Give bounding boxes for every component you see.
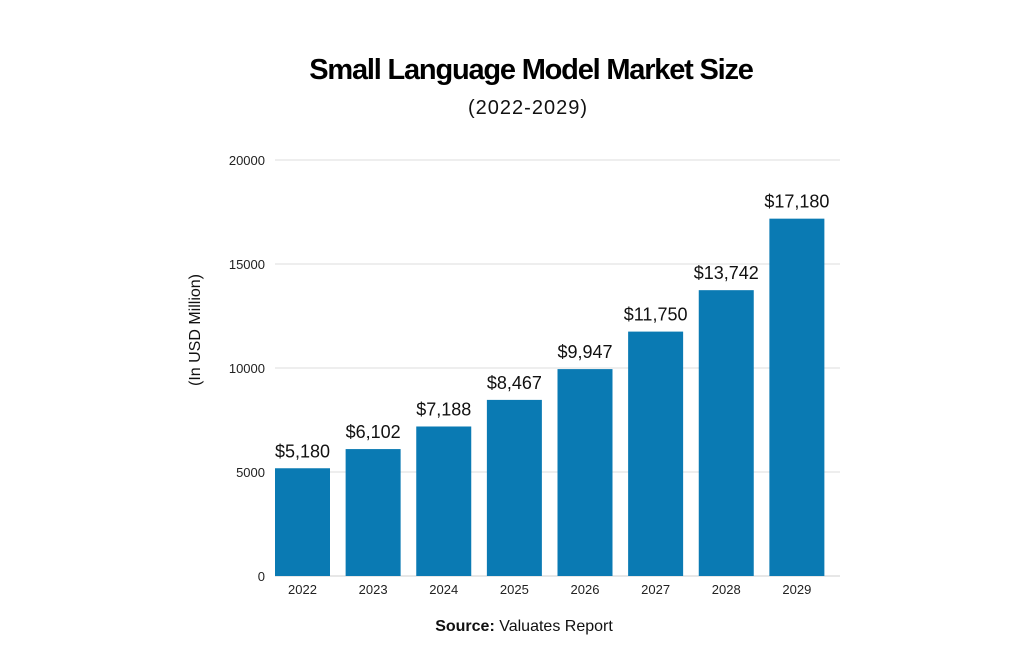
x-tick-2026: 2026 [571, 582, 600, 597]
x-tick-2029: 2029 [782, 582, 811, 597]
source-note: Source: Valuates Report [0, 618, 1024, 636]
data-label-2028: $13,742 [694, 263, 759, 283]
x-tick-2023: 2023 [359, 582, 388, 597]
bar-2027 [628, 332, 683, 576]
bar-2028 [699, 290, 754, 576]
x-tick-labels: 2022 2023 2024 2025 2026 2027 2028 2029 [288, 582, 811, 597]
source-label: Source: [435, 618, 495, 635]
y-tick-20000: 20000 [229, 153, 265, 168]
y-tick-15000: 15000 [229, 257, 265, 272]
y-tick-labels: 0 5000 10000 15000 20000 [229, 153, 265, 584]
data-label-2023: $6,102 [346, 422, 401, 442]
x-tick-2022: 2022 [288, 582, 317, 597]
bar-2023 [346, 449, 401, 576]
data-label-2024: $7,188 [416, 399, 471, 419]
data-label-2029: $17,180 [764, 192, 829, 212]
bar-2029 [769, 219, 824, 576]
y-tick-0: 0 [258, 569, 265, 584]
source-text: Valuates Report [499, 618, 613, 635]
data-label-2027: $11,750 [624, 305, 688, 325]
bar-chart: 0 5000 10000 15000 20000 $5,180 $6,102 $7,188 $… [0, 0, 1024, 660]
y-tick-10000: 10000 [229, 361, 265, 376]
data-label-2026: $9,947 [557, 342, 612, 362]
bar-2025 [487, 400, 542, 576]
y-axis-label: (In USD Million) [187, 274, 204, 386]
data-label-2025: $8,467 [487, 373, 542, 393]
bar-2026 [558, 369, 613, 576]
data-label-2022: $5,180 [275, 441, 330, 461]
bar-2024 [416, 426, 471, 576]
bar-2022 [275, 468, 330, 576]
x-tick-2027: 2027 [641, 582, 670, 597]
x-tick-2028: 2028 [712, 582, 741, 597]
x-tick-2024: 2024 [429, 582, 458, 597]
x-tick-2025: 2025 [500, 582, 529, 597]
y-tick-5000: 5000 [236, 465, 265, 480]
